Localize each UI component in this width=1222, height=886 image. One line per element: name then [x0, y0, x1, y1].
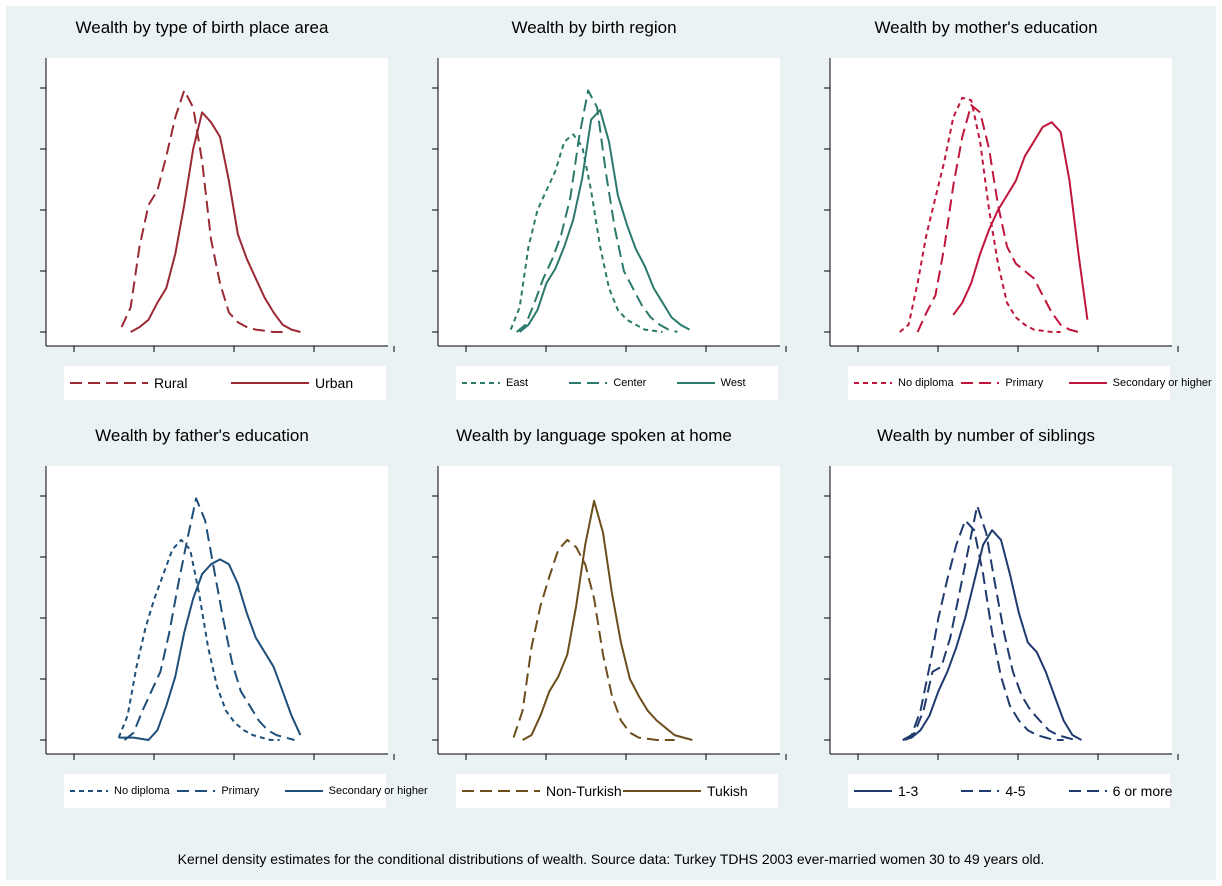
legend-item: 4-5 [955, 774, 1062, 808]
plot-area [438, 58, 780, 346]
legend-item: 6 or more [1063, 774, 1173, 808]
legend-label: Rural [154, 375, 188, 391]
plot-area [830, 466, 1172, 754]
legend-label: 1-3 [898, 783, 919, 799]
legend-label: No diploma [898, 377, 954, 389]
legend-label: 6 or more [1112, 783, 1173, 799]
plot-area [830, 58, 1172, 346]
chart-legend: No diploma Primary Secondary or higher [64, 774, 428, 808]
legend-label: Primary [221, 785, 260, 797]
chart-plot [40, 466, 395, 760]
series-line-2 [123, 497, 295, 741]
chart-plot [824, 58, 1179, 352]
chart-plot [40, 58, 395, 352]
chart-title: Wealth by type of birth place area [75, 18, 329, 37]
chart-title: Wealth by father's education [95, 426, 309, 445]
series-line-1 [512, 538, 675, 741]
series-line-3 [952, 121, 1089, 320]
figure: Wealth by type of birth place area Rural U… [6, 6, 1216, 880]
series-line-1 [120, 89, 283, 333]
legend-item: Rural [64, 366, 225, 400]
plot-area [46, 58, 388, 346]
plot-area [46, 466, 388, 754]
legend-item: East [456, 366, 563, 400]
chart-title: Wealth by number of siblings [877, 426, 1095, 445]
legend-item: Primary [171, 774, 278, 808]
legend-label: 4-5 [1005, 783, 1026, 799]
legend-swatch [70, 790, 108, 792]
chart-panel-3: Wealth by mother's education No diploma Pr… [790, 6, 1212, 411]
legend-label: Primary [1005, 377, 1044, 389]
legend-item: Non-Turkish [456, 774, 622, 808]
series-line-3 [518, 109, 690, 333]
series-line-2 [130, 111, 301, 333]
legend-item: No diploma [64, 774, 171, 808]
legend-swatch [231, 382, 309, 384]
legend-swatch [462, 790, 540, 792]
chart-panel-5: Wealth by language spoken at home Non-Tur… [398, 414, 790, 819]
chart-legend: Rural Urban [64, 366, 386, 400]
legend-item: Primary [955, 366, 1062, 400]
chart-title: Wealth by language spoken at home [456, 426, 732, 445]
series-line-1 [509, 133, 663, 333]
chart-title: Wealth by birth region [511, 18, 677, 37]
legend-label: Center [613, 377, 647, 389]
series-line-2 [515, 89, 678, 333]
legend-swatch [70, 382, 148, 384]
legend-item: Secondary or higher [279, 774, 428, 808]
plot-area [438, 466, 780, 754]
figure-caption: Kernel density estimates for the conditi… [177, 851, 1045, 867]
legend-label: Urban [315, 375, 354, 391]
chart-panel-4: Wealth by father's education No diploma Pr… [6, 414, 428, 819]
chart-plot [432, 58, 787, 352]
legend-swatch [462, 382, 500, 384]
chart-plot [432, 466, 787, 760]
legend-swatch [284, 790, 323, 792]
series-line-2 [522, 499, 693, 741]
legend-item: Center [563, 366, 670, 400]
legend-item: West [671, 366, 778, 400]
legend-label: Non-Turkish [546, 783, 622, 799]
legend-swatch [1068, 790, 1107, 792]
legend-item: No diploma [848, 366, 955, 400]
chart-legend: 1-3 4-5 6 or more [848, 774, 1173, 808]
series-line-2 [904, 504, 1076, 741]
legend-label: Tukish [707, 783, 748, 799]
legend-swatch [623, 790, 701, 792]
chart-panel-6: Wealth by number of siblings 1-3 4-5 6 or m… [790, 414, 1182, 819]
legend-item: Tukish [617, 774, 778, 808]
legend-swatch [1068, 382, 1107, 384]
series-line-1 [117, 538, 280, 741]
chart-legend: East Center West [456, 366, 778, 400]
legend-label: Secondary or higher [1112, 377, 1212, 389]
legend-swatch [961, 382, 1000, 384]
legend-label: East [506, 377, 529, 389]
legend-label: Secondary or higher [328, 785, 428, 797]
chart-panel-2: Wealth by birth region East Center West [398, 6, 790, 411]
legend-swatch [854, 382, 892, 384]
legend-swatch [961, 790, 1000, 792]
legend-label: No diploma [114, 785, 170, 797]
chart-legend: No diploma Primary Secondary or higher [848, 366, 1212, 400]
legend-swatch [569, 382, 608, 384]
legend-item: 1-3 [848, 774, 955, 808]
legend-label: West [720, 377, 746, 389]
series-line-1 [902, 529, 1082, 741]
legend-swatch [177, 790, 216, 792]
chart-plot [824, 466, 1179, 760]
legend-swatch [854, 790, 892, 792]
series-line-3 [118, 558, 302, 741]
legend-item: Secondary or higher [1063, 366, 1212, 400]
chart-panel-1: Wealth by type of birth place area Rural U… [6, 6, 398, 411]
series-line-2 [916, 104, 1079, 333]
legend-item: Urban [225, 366, 386, 400]
series-line-1 [899, 96, 1061, 333]
legend-swatch [676, 382, 715, 384]
series-line-3 [902, 519, 1064, 741]
chart-title: Wealth by mother's education [874, 18, 1098, 37]
chart-legend: Non-Turkish Tukish [456, 774, 778, 808]
